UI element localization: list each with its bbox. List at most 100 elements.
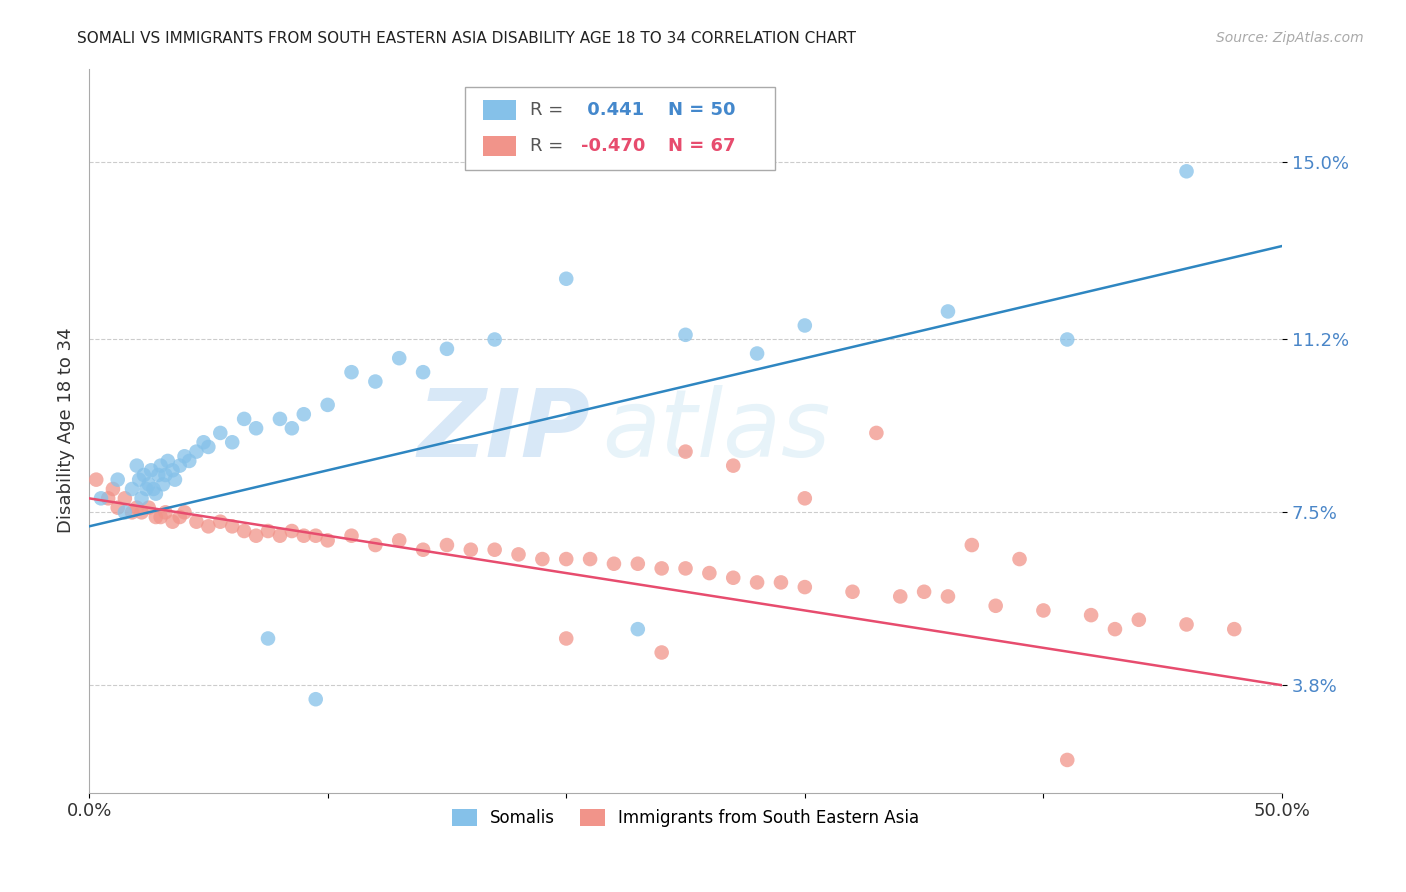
Point — [912, 584, 935, 599]
Legend: Somalis, Immigrants from South Eastern Asia: Somalis, Immigrants from South Eastern A… — [443, 800, 928, 835]
Point — [114, 505, 136, 519]
Point — [162, 463, 184, 477]
Point — [316, 398, 339, 412]
Text: N = 67: N = 67 — [668, 137, 735, 155]
FancyBboxPatch shape — [482, 136, 516, 156]
Point — [769, 575, 792, 590]
Point — [292, 529, 315, 543]
Point — [173, 450, 195, 464]
Point — [412, 365, 434, 379]
Point — [179, 454, 201, 468]
Point — [245, 529, 267, 543]
Point — [793, 491, 815, 506]
Point — [531, 552, 554, 566]
Point — [627, 622, 650, 636]
Point — [107, 473, 129, 487]
Point — [257, 632, 280, 646]
Point — [101, 482, 124, 496]
Point — [138, 477, 160, 491]
Point — [125, 500, 148, 515]
Text: 0.441: 0.441 — [581, 101, 644, 119]
Point — [1175, 164, 1198, 178]
Point — [579, 552, 602, 566]
Point — [305, 529, 328, 543]
Point — [142, 482, 165, 496]
Point — [1080, 608, 1102, 623]
Point — [169, 510, 191, 524]
Point — [149, 458, 172, 473]
Point — [209, 515, 232, 529]
Point — [436, 342, 458, 356]
Point — [1128, 613, 1150, 627]
Point — [1008, 552, 1031, 566]
Point — [555, 272, 578, 286]
Point — [793, 580, 815, 594]
Point — [84, 473, 107, 487]
Point — [193, 435, 215, 450]
Point — [121, 482, 143, 496]
FancyBboxPatch shape — [482, 100, 516, 120]
Text: R =: R = — [530, 137, 569, 155]
Point — [245, 421, 267, 435]
Point — [131, 491, 153, 506]
Point — [603, 557, 626, 571]
Point — [131, 505, 153, 519]
Point — [388, 351, 411, 366]
Point — [388, 533, 411, 548]
Point — [865, 425, 887, 440]
Point — [936, 304, 959, 318]
Point — [675, 444, 697, 458]
Point — [484, 542, 506, 557]
Point — [555, 632, 578, 646]
Point — [745, 346, 768, 360]
Point — [699, 566, 721, 580]
Text: N = 50: N = 50 — [668, 101, 735, 119]
Point — [90, 491, 112, 506]
Point — [269, 529, 291, 543]
Point — [162, 515, 184, 529]
Point — [145, 510, 167, 524]
Point — [675, 561, 697, 575]
Point — [723, 571, 745, 585]
Point — [145, 486, 167, 500]
Point — [305, 692, 328, 706]
Point — [186, 444, 208, 458]
Point — [412, 542, 434, 557]
Point — [508, 548, 530, 562]
Y-axis label: Disability Age 18 to 34: Disability Age 18 to 34 — [58, 327, 75, 533]
Point — [984, 599, 1007, 613]
Point — [936, 590, 959, 604]
Point — [139, 463, 162, 477]
Point — [889, 590, 911, 604]
Text: R =: R = — [530, 101, 569, 119]
Point — [155, 505, 177, 519]
Point — [841, 584, 863, 599]
Point — [233, 412, 256, 426]
Point — [197, 440, 219, 454]
Point — [1175, 617, 1198, 632]
Point — [436, 538, 458, 552]
Point — [960, 538, 983, 552]
Point — [555, 552, 578, 566]
Point — [97, 491, 120, 506]
Point — [121, 505, 143, 519]
Point — [138, 500, 160, 515]
Point — [221, 519, 243, 533]
Point — [152, 477, 174, 491]
Point — [364, 375, 387, 389]
Point — [1056, 753, 1078, 767]
Point — [155, 467, 177, 482]
Point — [340, 365, 363, 379]
Text: SOMALI VS IMMIGRANTS FROM SOUTH EASTERN ASIA DISABILITY AGE 18 TO 34 CORRELATION: SOMALI VS IMMIGRANTS FROM SOUTH EASTERN … — [77, 31, 856, 46]
Point — [1032, 603, 1054, 617]
Text: -0.470: -0.470 — [581, 137, 645, 155]
Text: Source: ZipAtlas.com: Source: ZipAtlas.com — [1216, 31, 1364, 45]
Point — [209, 425, 232, 440]
Point — [1223, 622, 1246, 636]
Point — [132, 467, 155, 482]
Point — [627, 557, 650, 571]
Point — [1104, 622, 1126, 636]
Point — [316, 533, 339, 548]
Point — [128, 473, 150, 487]
Text: ZIP: ZIP — [418, 384, 591, 476]
